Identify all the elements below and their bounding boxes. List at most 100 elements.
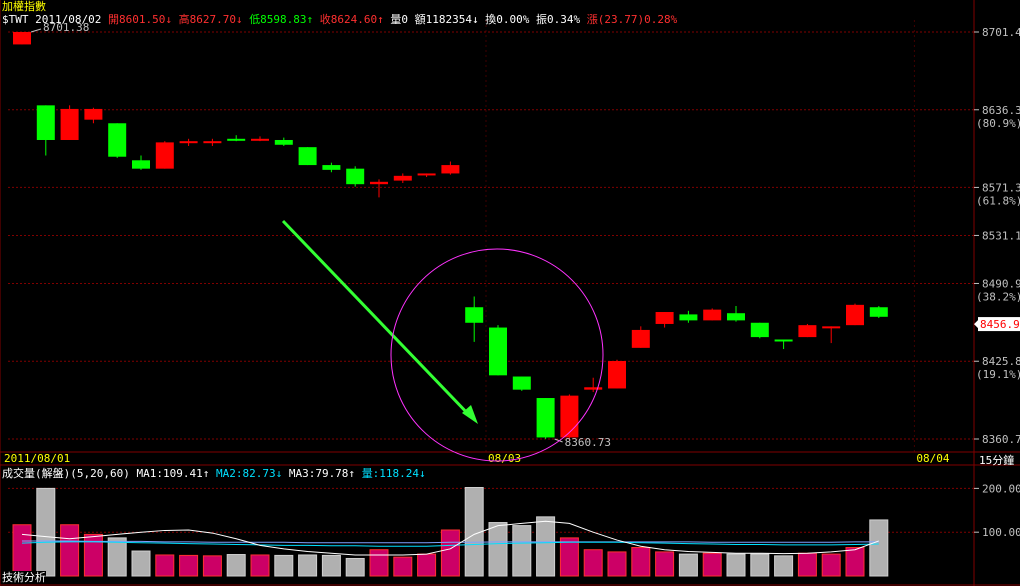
price-tick-label: 8425.8 — [982, 355, 1020, 368]
candle-body — [584, 387, 603, 390]
volume-bar — [369, 549, 389, 577]
volume-bar — [202, 555, 222, 577]
volume-bar — [774, 555, 794, 577]
qty-value: 量0 — [390, 13, 409, 26]
price-tick-label: 8490.9 — [982, 277, 1020, 290]
price-tick-label: 8571.3 — [982, 181, 1020, 194]
volume-tick-label: 200.00 — [982, 482, 1020, 495]
volume-bar — [655, 551, 675, 577]
last-price-label: 8456.9 — [980, 318, 1020, 331]
amplitude-value: 振0.34% — [536, 13, 581, 26]
candle-body — [560, 395, 579, 438]
close-value: 收8624.60↑ — [319, 13, 384, 26]
fib-pct-label: (80.9%) — [976, 117, 1020, 130]
volume-bar — [345, 557, 365, 577]
annotation-overlay: 8701.38 8360.73 — [30, 21, 611, 462]
vol-value: 量:118.24↓ — [361, 467, 426, 480]
low-annotation-label: 8360.73 — [565, 436, 611, 449]
candle-body — [703, 309, 722, 321]
volume-bar — [274, 554, 294, 577]
change-value: 漲(23.77)0.28% — [586, 13, 678, 26]
candle-body — [679, 314, 698, 321]
symbol-date: $TWT 2011/08/02 — [2, 13, 102, 26]
candle-body — [132, 160, 150, 169]
candle-body — [36, 105, 55, 140]
ma1-value: MA1:109.41↑ — [136, 467, 210, 480]
candle-body — [869, 307, 888, 317]
fib-pct-label: (38.2%) — [976, 290, 1020, 303]
volume-bar — [179, 554, 199, 577]
candle-body — [750, 322, 769, 338]
volume-bars-layer — [12, 487, 889, 577]
candle-body — [84, 108, 103, 120]
date-label: 2011/08/01 — [4, 452, 70, 465]
candle-body — [727, 313, 745, 321]
volume-bar — [678, 553, 698, 577]
ma2-line — [21, 541, 879, 547]
high-value: 高8627.70↓ — [178, 13, 243, 26]
ma3-line — [22, 540, 879, 544]
candle-body — [370, 181, 388, 185]
candle-body — [846, 304, 864, 326]
volume-tick-label: 100.00 — [982, 526, 1020, 539]
volume-bar — [488, 522, 508, 577]
candle-body — [13, 32, 31, 45]
volume-bar — [417, 553, 437, 577]
trend-arrow-head — [462, 405, 478, 424]
date-label: 08/04 — [916, 452, 949, 465]
candle-body — [536, 398, 555, 438]
ma2-value: MA2:82.73↓ — [215, 467, 283, 480]
candle-body — [417, 173, 436, 176]
candle-body — [227, 138, 246, 141]
volume-bar — [845, 547, 865, 577]
low-annotation-leader — [554, 438, 563, 443]
volume-bar — [107, 537, 127, 577]
price-tick-label: 8701.4 — [982, 26, 1020, 39]
ma1-line — [21, 520, 879, 556]
candle-body — [108, 123, 127, 157]
candle-body — [465, 307, 484, 323]
ma3-value: MA3:79.78↑ — [288, 467, 356, 480]
candle-body — [822, 326, 841, 329]
volume-bar — [702, 552, 722, 577]
volume-bar — [559, 537, 579, 577]
candle-body — [274, 139, 293, 145]
volume-bar — [250, 554, 270, 577]
volume-bar — [512, 525, 532, 577]
volume-bar — [298, 554, 318, 577]
amount-value: 額1182354↓ — [414, 13, 479, 26]
technical-analysis-tab[interactable]: 技術分析 — [2, 571, 46, 584]
candle-body — [155, 142, 174, 169]
last-price-pointer — [974, 319, 979, 330]
price-tick-label: 8636.3 — [982, 104, 1020, 117]
highlight-circle — [390, 248, 604, 462]
candle-body — [393, 175, 412, 181]
volume-bar — [583, 549, 603, 577]
volume-bar — [821, 553, 841, 577]
date-label: 08/03 — [488, 452, 521, 465]
price-tick-label: 8360.7 — [982, 433, 1020, 446]
quote-bar: $TWT 2011/08/02 開8601.50↓ 高8627.70↓ 低859… — [2, 13, 677, 26]
volume-bar — [36, 487, 56, 577]
volume-bar — [131, 550, 151, 577]
volume-bar — [726, 553, 746, 577]
volume-bar — [83, 533, 103, 577]
candle-body — [298, 147, 317, 166]
price-tick-label: 8531.1 — [982, 229, 1020, 242]
candle-body — [512, 376, 531, 390]
volume-bar — [869, 519, 889, 577]
low-value: 低8598.83↑ — [249, 13, 314, 26]
volume-bar — [631, 547, 651, 577]
volume-bar — [393, 556, 413, 577]
candle-body — [203, 141, 222, 144]
candle-body — [798, 325, 817, 338]
candle-body — [631, 329, 650, 348]
volume-bar — [464, 487, 484, 577]
volume-bar — [12, 524, 32, 577]
volume-bar — [607, 551, 627, 577]
candle-body — [489, 327, 507, 376]
trend-arrow-line — [281, 219, 474, 420]
period-label[interactable]: 15分鐘 — [979, 454, 1015, 467]
